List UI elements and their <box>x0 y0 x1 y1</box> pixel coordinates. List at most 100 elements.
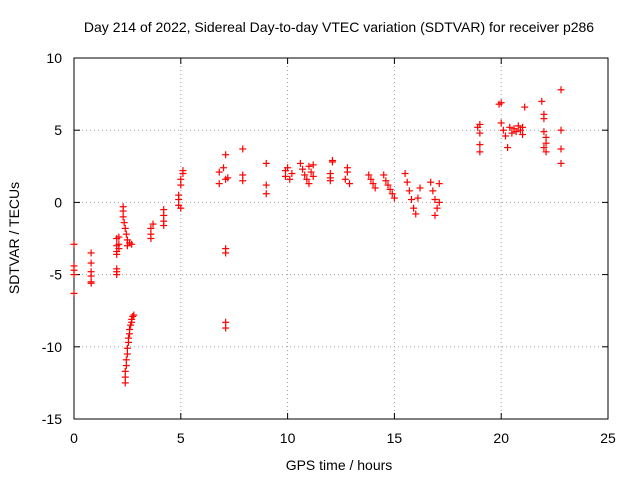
data-point <box>122 230 130 238</box>
x-tick-label: 0 <box>70 430 78 446</box>
data-point <box>222 249 230 257</box>
data-point <box>70 271 78 279</box>
data-point <box>120 219 128 227</box>
data-point <box>122 356 130 364</box>
data-point <box>301 171 309 179</box>
data-point <box>121 224 129 232</box>
data-point <box>70 289 78 297</box>
data-point <box>179 167 187 175</box>
data-point <box>87 249 95 257</box>
data-point <box>431 196 439 204</box>
data-point <box>401 170 409 178</box>
data-point <box>371 184 379 192</box>
data-point <box>87 259 95 267</box>
data-point <box>262 159 270 167</box>
data-point <box>382 177 390 185</box>
data-point <box>414 194 422 202</box>
data-point <box>149 220 157 228</box>
data-point <box>160 222 168 230</box>
y-axis-label: SDTVAR / TECUs <box>6 182 22 294</box>
data-point <box>177 204 185 212</box>
data-point <box>501 132 509 140</box>
data-point <box>390 194 398 202</box>
y-tick-label: -15 <box>42 411 62 427</box>
chart-title: Day 214 of 2022, Sidereal Day-to-day VTE… <box>84 19 594 35</box>
data-point <box>514 122 522 130</box>
data-point <box>542 139 550 147</box>
axis-ticks: 0 5 10 15 20 25 -15 -10 -5 0 5 10 <box>42 50 616 446</box>
x-tick-label: 20 <box>493 430 509 446</box>
data-point <box>386 185 394 193</box>
data-point <box>519 123 527 131</box>
data-point <box>87 279 95 287</box>
data-point <box>326 170 334 178</box>
data-point <box>365 171 373 179</box>
data-point <box>508 129 516 137</box>
data-point <box>499 126 507 134</box>
x-axis-label: GPS time / hours <box>286 457 393 473</box>
data-point <box>113 250 121 258</box>
data-point <box>538 97 546 105</box>
data-point <box>542 148 550 156</box>
data-point <box>504 144 512 152</box>
data-point <box>403 178 411 186</box>
data-point <box>309 172 317 180</box>
data-point <box>262 181 270 189</box>
data-point <box>369 180 377 188</box>
data-point <box>557 145 565 153</box>
data-point <box>121 367 129 375</box>
data-point <box>410 204 418 212</box>
data-point <box>497 119 505 127</box>
data-point <box>540 144 548 152</box>
data-point <box>388 190 396 198</box>
data-point <box>220 164 228 172</box>
data-point <box>113 271 121 279</box>
data-point <box>115 233 123 241</box>
data-point <box>476 129 484 137</box>
x-tick-label: 15 <box>387 430 403 446</box>
data-point <box>299 165 307 173</box>
data-point <box>540 128 548 136</box>
data-point <box>309 161 317 169</box>
data-point <box>435 198 443 206</box>
y-tick-label: -10 <box>42 339 62 355</box>
data-point <box>328 157 336 165</box>
plot-frame <box>73 57 609 420</box>
y-tick-label: 0 <box>54 194 62 210</box>
data-point <box>476 120 484 128</box>
data-point <box>433 204 441 212</box>
data-point <box>435 180 443 188</box>
data-point <box>222 151 230 159</box>
data-point <box>497 99 505 107</box>
data-point <box>557 86 565 94</box>
data-point <box>512 128 520 136</box>
data-point <box>540 115 548 123</box>
data-point <box>557 126 565 134</box>
y-tick-label: 5 <box>54 122 62 138</box>
data-point <box>307 168 315 176</box>
y-tick-label: -5 <box>50 267 63 283</box>
data-point <box>124 334 132 342</box>
x-tick-label: 5 <box>177 430 185 446</box>
data-point <box>215 168 223 176</box>
data-point <box>303 175 311 183</box>
data-point <box>343 164 351 172</box>
data-point <box>407 196 415 204</box>
data-point <box>431 211 439 219</box>
data-point <box>123 344 131 352</box>
data-point <box>126 325 134 333</box>
data-point <box>412 210 420 218</box>
data-point <box>519 131 527 139</box>
data-point <box>115 245 123 253</box>
data-point <box>288 170 296 178</box>
data-point <box>305 162 313 170</box>
data-point <box>147 235 155 242</box>
data-point <box>367 175 375 183</box>
data-point <box>476 148 484 156</box>
data-point <box>119 213 127 221</box>
data-point <box>128 240 136 248</box>
data-point <box>177 175 185 183</box>
x-tick-label: 10 <box>280 430 296 446</box>
data-point <box>286 175 294 183</box>
